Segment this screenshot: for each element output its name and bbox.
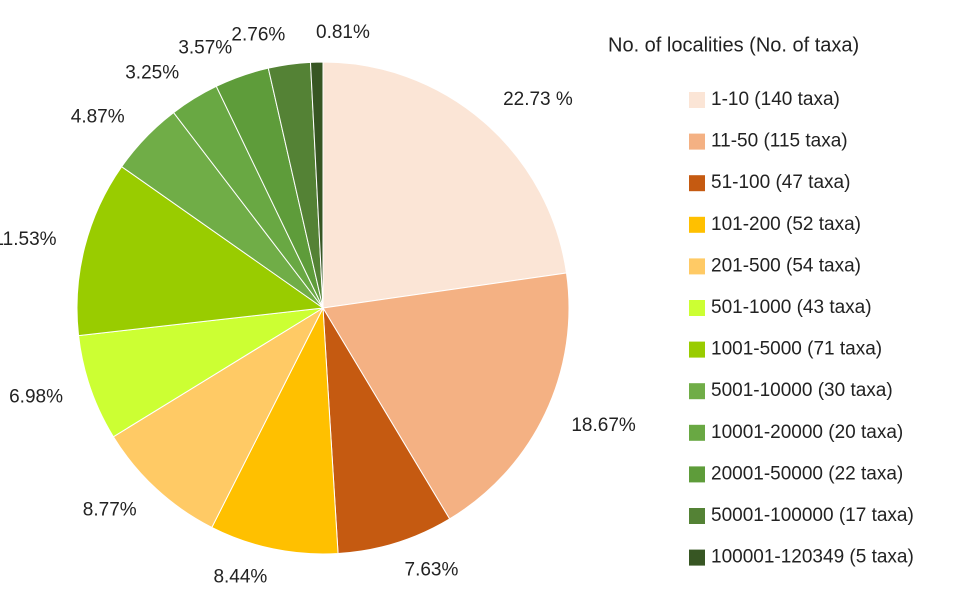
pie-slice [322, 272, 570, 520]
legend-label: 100001-120349 (5 taxa) [711, 547, 914, 568]
legend-swatch [689, 466, 705, 483]
legend-label: 20001-50000 (22 taxa) [711, 463, 903, 484]
legend-swatch [689, 549, 705, 566]
pie-slice [211, 306, 339, 555]
legend-swatch [689, 133, 705, 150]
data-label: 7.63% [405, 560, 459, 581]
legend-swatch [689, 383, 705, 400]
legend-swatch [689, 216, 705, 233]
legend-label: 50001-100000 (17 taxa) [711, 505, 914, 526]
legend-label: 201-500 (54 taxa) [711, 255, 861, 276]
legend-label: 5001-10000 (30 taxa) [711, 380, 893, 401]
pie-slice [77, 307, 324, 438]
pie-slice [322, 307, 451, 555]
legend-label: 501-1000 (43 taxa) [711, 297, 872, 318]
legend-swatch [689, 508, 705, 524]
data-label: 8.44% [213, 566, 267, 587]
legend-label: 51-100 (47 taxa) [711, 172, 850, 193]
data-label: 11.53% [0, 229, 57, 250]
legend-swatch [689, 300, 705, 316]
pie-slice [112, 306, 325, 529]
pie-slice [76, 165, 325, 337]
legend-title: No. of localities (No. of taxa) [608, 34, 859, 56]
pie-slice [322, 61, 568, 309]
data-label: 6.98% [9, 387, 63, 408]
data-label: 3.25% [125, 63, 179, 84]
data-label: 2.76% [231, 25, 285, 46]
legend-label: 10001-20000 (20 taxa) [711, 422, 903, 443]
legend-label: 1001-5000 (71 taxa) [711, 339, 882, 360]
legend-label: 1-10 (140 taxa) [711, 89, 840, 110]
data-label: 8.77% [83, 499, 137, 520]
legend-swatch [689, 175, 705, 192]
legend-swatch [689, 258, 705, 275]
legend-swatch [689, 92, 705, 108]
data-label: 22.73 % [503, 89, 573, 110]
legend-label: 11-50 (115 taxa) [711, 131, 848, 152]
data-label: 4.87% [71, 107, 125, 128]
data-label: 0.81% [316, 22, 370, 43]
legend-label: 101-200 (52 taxa) [711, 214, 861, 235]
data-label: 3.57% [178, 37, 232, 58]
legend-swatch [689, 424, 705, 441]
data-label: 18.67% [571, 415, 636, 436]
legend-swatch [689, 341, 705, 358]
pie-slice [309, 61, 324, 309]
